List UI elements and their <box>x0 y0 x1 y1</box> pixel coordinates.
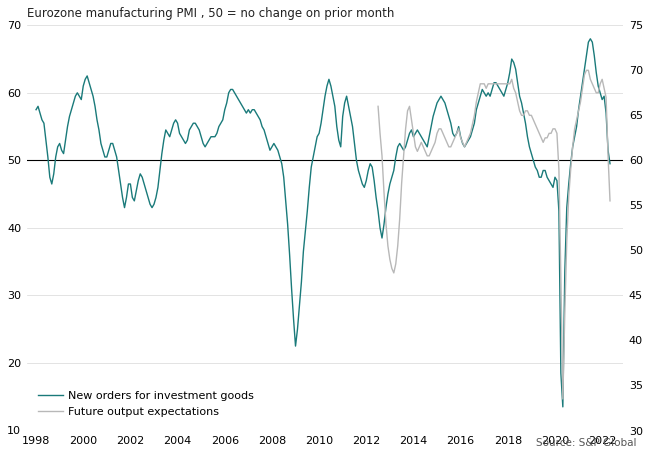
Text: Eurozone manufacturing PMI , 50 = no change on prior month: Eurozone manufacturing PMI , 50 = no cha… <box>27 7 394 20</box>
Text: Source: S&P Global: Source: S&P Global <box>536 439 637 448</box>
Legend: New orders for investment goods, Future output expectations: New orders for investment goods, Future … <box>38 391 254 417</box>
